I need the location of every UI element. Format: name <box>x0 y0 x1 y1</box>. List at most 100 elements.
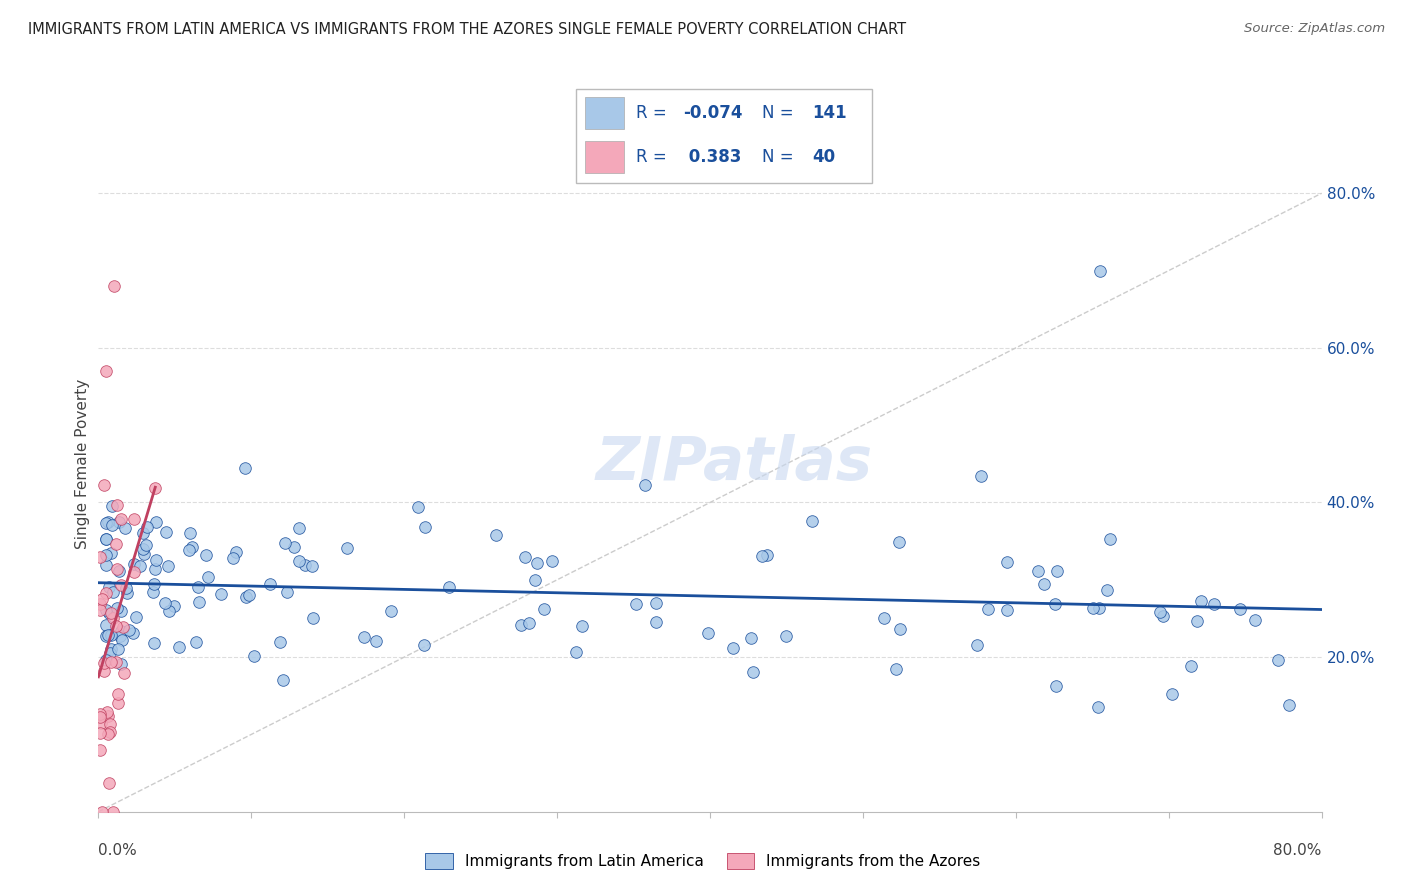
Point <box>1185 614 1208 628</box>
Point <box>184 635 207 649</box>
Point <box>235 590 257 604</box>
Point <box>94 653 117 667</box>
Point <box>1087 699 1109 714</box>
Text: R =: R = <box>636 104 672 122</box>
Point <box>135 538 157 552</box>
Point <box>510 617 533 632</box>
Point <box>98 724 121 739</box>
Point <box>94 548 117 562</box>
Point <box>107 641 129 656</box>
Point <box>1045 597 1067 611</box>
Point <box>143 635 166 649</box>
Point <box>100 655 122 669</box>
Point <box>238 588 260 602</box>
Point <box>1152 609 1174 624</box>
Point <box>1099 532 1122 546</box>
Point <box>94 603 117 617</box>
Point <box>157 604 180 618</box>
Point <box>163 599 186 614</box>
Point <box>1161 687 1184 701</box>
Point <box>90 716 112 731</box>
Point <box>89 707 111 722</box>
Point <box>756 548 779 562</box>
Point <box>105 601 128 615</box>
Point <box>645 615 668 630</box>
Point <box>96 532 118 546</box>
Point <box>533 602 555 616</box>
Point <box>156 558 179 573</box>
Point <box>243 649 266 664</box>
FancyBboxPatch shape <box>576 89 872 183</box>
Point <box>301 611 323 625</box>
Point <box>110 624 132 638</box>
Point <box>98 646 121 660</box>
Point <box>723 641 745 656</box>
Point <box>222 550 245 565</box>
Point <box>366 634 388 648</box>
Point <box>100 606 122 620</box>
Point <box>153 596 176 610</box>
Point <box>96 586 118 600</box>
Point <box>1083 601 1105 615</box>
Point <box>94 558 117 572</box>
Point <box>1189 594 1212 608</box>
Point <box>742 665 765 679</box>
Y-axis label: Single Female Poverty: Single Female Poverty <box>75 379 90 549</box>
Point <box>966 638 988 652</box>
Point <box>977 602 1000 616</box>
Point <box>406 500 429 514</box>
Point <box>970 469 993 483</box>
Point <box>259 577 281 591</box>
Point <box>90 805 112 819</box>
Text: 141: 141 <box>813 104 848 122</box>
Point <box>142 585 165 599</box>
Point <box>1149 605 1171 619</box>
Text: 0.383: 0.383 <box>683 148 741 166</box>
Point <box>103 610 125 624</box>
Text: -0.074: -0.074 <box>683 104 742 122</box>
Point <box>541 554 564 568</box>
Point <box>97 580 120 594</box>
Point <box>111 620 134 634</box>
Point <box>89 597 111 611</box>
Point <box>145 553 167 567</box>
Point <box>107 564 129 578</box>
Point <box>97 727 120 741</box>
Point <box>179 525 201 540</box>
Point <box>645 596 668 610</box>
Point <box>89 710 111 724</box>
Point <box>1095 582 1118 597</box>
Point <box>633 478 655 492</box>
FancyBboxPatch shape <box>585 141 624 173</box>
Point <box>1088 263 1111 277</box>
Point <box>143 481 166 495</box>
Point <box>276 585 298 599</box>
Point <box>873 611 896 625</box>
Point <box>122 558 145 572</box>
Text: 0.0%: 0.0% <box>98 843 138 858</box>
Point <box>439 580 461 594</box>
Legend: Immigrants from Latin America, Immigrants from the Azores: Immigrants from Latin America, Immigrant… <box>419 847 987 875</box>
Point <box>115 581 138 595</box>
Point <box>271 673 294 687</box>
Point <box>524 573 547 587</box>
Point <box>108 516 131 530</box>
Point <box>526 557 548 571</box>
Point <box>288 521 311 535</box>
Point <box>97 628 120 642</box>
Point <box>94 629 117 643</box>
Point <box>93 477 115 491</box>
Point <box>93 657 115 671</box>
Point <box>274 535 297 549</box>
Point <box>186 580 208 594</box>
Point <box>94 617 117 632</box>
Point <box>110 512 132 526</box>
Point <box>155 525 177 540</box>
Point <box>132 525 155 540</box>
Point <box>1026 564 1049 578</box>
Point <box>195 549 218 563</box>
Point <box>97 607 120 621</box>
Point <box>89 550 111 565</box>
Point <box>1229 601 1251 615</box>
Point <box>100 642 122 657</box>
